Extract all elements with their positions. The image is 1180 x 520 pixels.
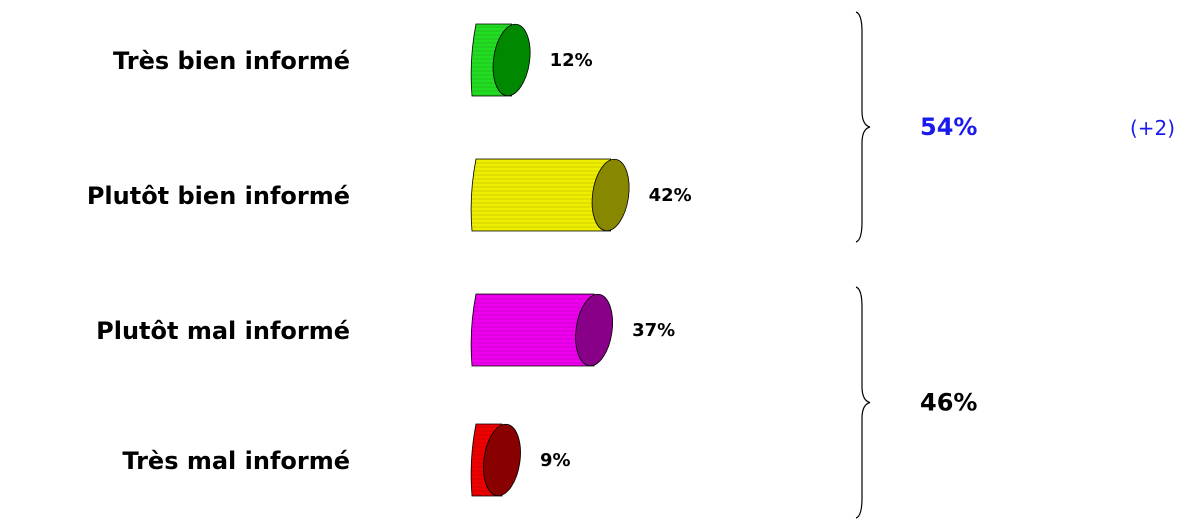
bar-very-well [470, 23, 531, 97]
bar-shading [471, 159, 611, 231]
group-well-informed: 54% (+2) [855, 11, 1175, 243]
bar-shading [471, 294, 595, 366]
category-label-very-poorly: Très mal informé [122, 447, 350, 475]
group-total-label: 46% [920, 389, 977, 417]
group-poorly-informed: 46% [855, 286, 977, 519]
bar-rather-poorly [470, 293, 614, 367]
category-label-very-well: Très bien informé [113, 47, 350, 75]
group-brace [855, 11, 871, 243]
value-label-very-poorly: 9% [540, 450, 571, 471]
group-total-label: 54% [920, 113, 977, 141]
bar-end-cap [591, 158, 630, 232]
bar-end-cap [483, 423, 521, 497]
bar-end-cap [575, 293, 614, 367]
value-label-very-well: 12% [550, 50, 593, 71]
bar-very-poorly [470, 423, 521, 497]
group-change-label: (+2) [1130, 116, 1175, 140]
group-brace [855, 286, 871, 519]
category-label-rather-well: Plutôt bien informé [87, 182, 350, 210]
value-label-rather-poorly: 37% [632, 320, 675, 341]
category-label-rather-poorly: Plutôt mal informé [96, 317, 350, 345]
value-label-rather-well: 42% [649, 185, 692, 206]
bar-end-cap [492, 23, 531, 97]
bar-rather-well [470, 158, 630, 232]
